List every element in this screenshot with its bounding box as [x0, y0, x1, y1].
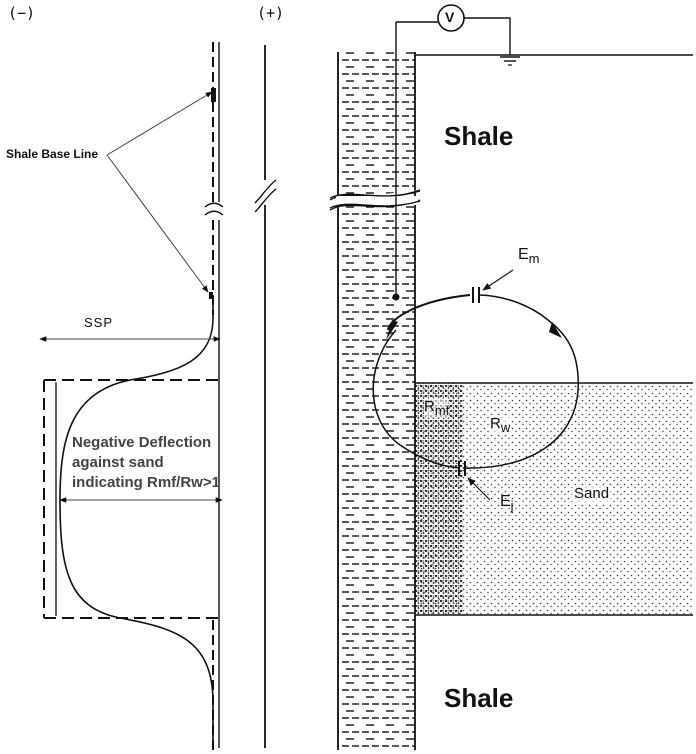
rw-label: Rw: [490, 415, 511, 435]
voltmeter-label: V: [445, 9, 455, 25]
invaded-zone: [415, 383, 463, 615]
borehole-break-gap: [336, 196, 418, 205]
shale-base-line-pointer-upper: [106, 91, 213, 156]
em-label: Em: [518, 246, 540, 266]
shale-base-marker-bottom: [209, 292, 213, 299]
em-subscript: m: [528, 251, 540, 267]
scale-break-upper: [204, 202, 224, 208]
positive-break-upper: [254, 179, 277, 204]
negative-deflection-label: Negative Deflection against sand indicat…: [72, 433, 220, 493]
em-pointer: [482, 269, 514, 291]
shale-bottom-label: Shale: [444, 683, 514, 713]
ej-letter: E: [500, 493, 511, 510]
current-loop-left: [372, 329, 461, 469]
current-loop-top-right: [479, 294, 549, 321]
ej-subscript: j: [510, 498, 514, 514]
em-letter: E: [518, 246, 529, 263]
positive-track-edge: [254, 45, 277, 748]
negative-deflection-line-3: indicating Rmf/Rw>1: [72, 474, 220, 491]
sand-label: Sand: [572, 485, 612, 502]
shale-base-line-pointer-lower: [106, 154, 209, 293]
negative-deflection-line-2: against sand: [72, 454, 164, 471]
rmf-letter: R: [424, 398, 435, 415]
ej-label: Ej: [500, 493, 514, 513]
sp-log-track: [39, 42, 224, 750]
current-loop-right: [462, 319, 579, 469]
current-arrow-left: [386, 320, 398, 340]
rmf-subscript: mf: [434, 403, 450, 418]
sp-curve: [59, 298, 214, 750]
negative-deflection-line-1: Negative Deflection: [72, 434, 212, 451]
borehole-section: [329, 4, 693, 752]
negative-polarity-label: (−): [8, 4, 36, 22]
ssp-label: SSP: [84, 315, 114, 330]
positive-break-lower: [254, 188, 277, 213]
current-loop-top-left: [387, 294, 471, 331]
rw-letter: R: [490, 415, 501, 432]
ej-pointer: [467, 477, 491, 501]
borehole-mud-column: [338, 52, 415, 752]
shale-base-marker-top: [211, 88, 216, 102]
scale-break-lower: [204, 210, 224, 216]
wire-to-ground: [464, 17, 511, 55]
current-arrow-right: [549, 322, 562, 338]
shale-top-label: Shale: [444, 121, 514, 151]
electrode: [392, 293, 400, 301]
positive-polarity-label: (+): [257, 4, 285, 22]
rw-subscript: w: [500, 420, 511, 435]
shale-base-line-label: Shale Base Line: [6, 147, 99, 161]
ground-icon: [500, 56, 520, 66]
rmf-label: Rmf: [424, 398, 450, 418]
